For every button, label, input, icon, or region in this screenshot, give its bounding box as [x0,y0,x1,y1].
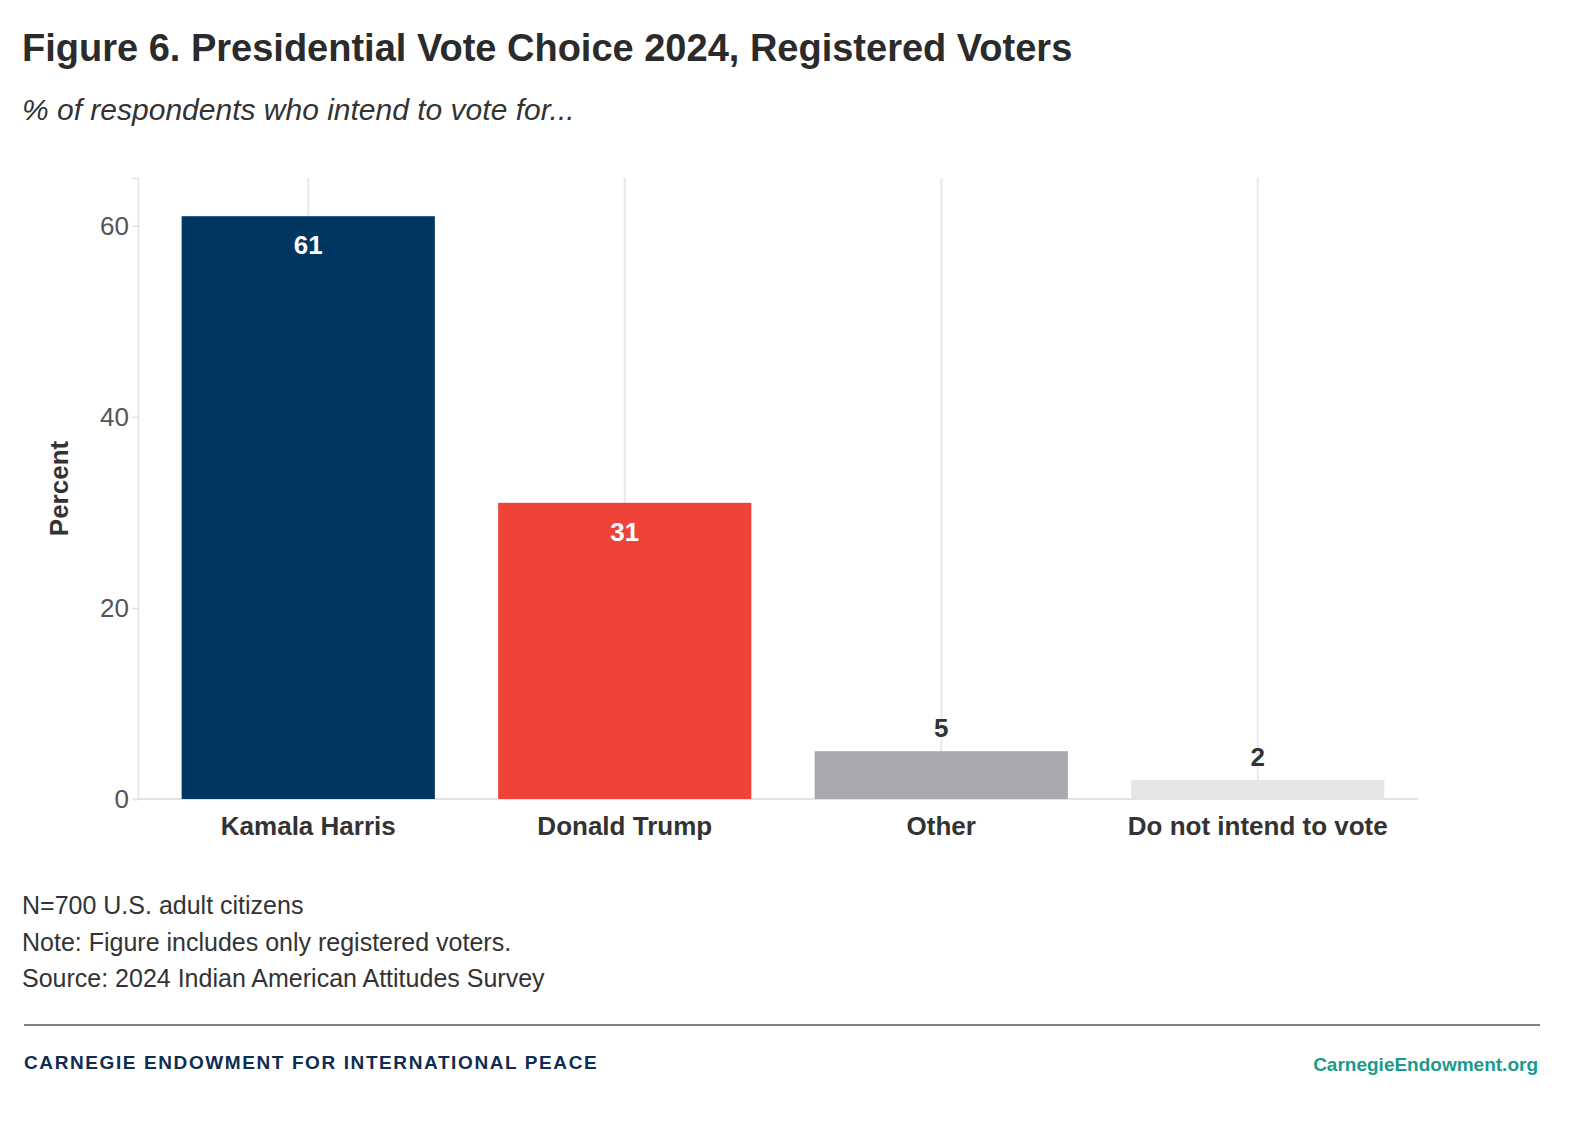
x-tick-label: Donald Trump [537,811,712,841]
title: Figure 6. Presidential Vote Choice 2024,… [22,27,1072,69]
x-tick: Donald Trump [537,799,712,841]
x-grid-line [1257,178,1259,799]
note: Note: Figure includes only registered vo… [22,928,511,956]
y-tick-label: 40 [100,402,129,432]
y-tick: 0 [115,784,138,814]
bar [1131,780,1384,799]
bar [498,503,751,799]
x-tick: Do not intend to vote [1128,799,1388,841]
y-axis: 0 20 40 60 [100,179,138,814]
bars [182,216,1385,799]
x-tick-label: Other [907,811,976,841]
data-labels: 61 31 5 2 [294,230,1265,772]
note: N=700 U.S. adult citizens [22,891,303,919]
x-axis: Kamala Harris Donald Trump Other Do not int… [138,799,1418,841]
y-tick-label: 20 [100,593,129,623]
y-tick-label: 0 [115,784,129,814]
y-tick: 60 [100,211,138,241]
x-grid-line [940,178,942,799]
note: Source: 2024 Indian American Attitudes S… [22,964,545,992]
bar [815,751,1068,799]
y-tick-label: 60 [100,211,129,241]
x-tick-label: Do not intend to vote [1128,811,1388,841]
grid [308,178,1258,799]
data-label: 61 [294,230,323,260]
footer-left: CARNEGIE ENDOWMENT FOR INTERNATIONAL PEA… [24,1052,598,1073]
x-tick-label: Kamala Harris [221,811,396,841]
y-tick: 40 [100,402,138,432]
y-tick-mark [132,226,138,228]
x-tick: Other [907,799,976,841]
chart: Figure 6. Presidential Vote Choice 2024,… [0,0,1588,1144]
notes: N=700 U.S. adult citizens Note: Figure in… [22,891,545,992]
y-tick: 20 [100,593,138,623]
data-label: 31 [610,517,639,547]
y-axis-line [132,179,139,800]
x-tick: Kamala Harris [221,799,396,841]
bar [182,216,435,799]
data-label: 2 [1251,742,1265,772]
y-tick-mark [132,799,138,801]
y-tick-mark [132,417,138,419]
y-tick-mark [132,608,138,610]
subtitle: % of respondents who intend to vote for.… [22,93,575,126]
footer-rule [24,1024,1540,1026]
footer-right: CarnegieEndowment.org [1313,1054,1538,1075]
data-label: 5 [934,713,948,743]
y-axis-title: Percent [44,440,74,536]
